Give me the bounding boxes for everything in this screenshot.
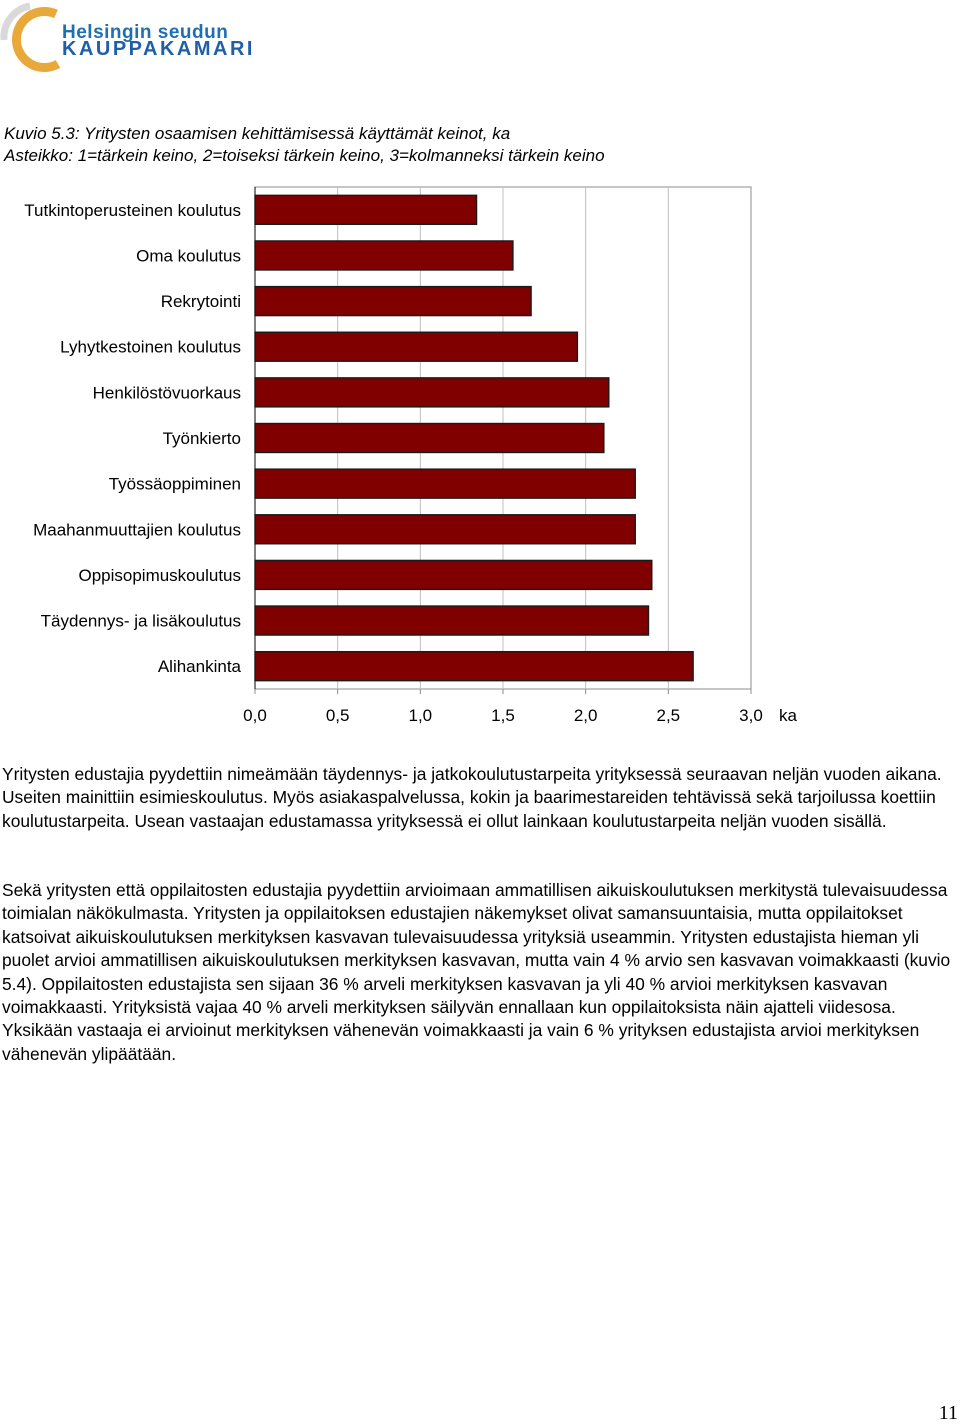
figure-scale-note: Asteikko: 1=tärkein keino, 2=toiseksi tä…: [4, 146, 605, 165]
figure-caption: Kuvio 5.3: Yritysten osaamisen kehittämi…: [4, 124, 511, 143]
category-label: Maahanmuuttajien koulutus: [33, 520, 241, 539]
logo-line-1: Helsingin seudun: [62, 22, 229, 43]
bar: [254, 194, 478, 226]
body-paragraph-1: Yritysten edustajia pyydettiin nimeämään…: [2, 764, 942, 831]
bar: [254, 514, 636, 545]
x-tick-label: 1,0: [409, 706, 433, 725]
x-tick-label: 3,0: [739, 706, 763, 725]
bar: [254, 422, 605, 454]
logo-ring-icon: [0, 2, 61, 72]
bar: [254, 605, 650, 636]
x-tick-label: 0,5: [326, 706, 350, 725]
logo-line-2: KAUPPAKAMARI: [62, 38, 255, 60]
bar: [254, 377, 610, 408]
bar-chart: 0,0 0,5 1,0 1,5 2,0 2,5 3,0 ka Tutkintoperustein…: [24, 186, 798, 725]
category-label: Oppisopimuskoulutus: [78, 566, 241, 585]
x-tick-label: 1,5: [491, 706, 515, 725]
page-number: 11: [938, 1402, 958, 1424]
bar: [254, 468, 636, 499]
bar: [254, 559, 653, 591]
category-label: Alihankinta: [158, 657, 242, 676]
bar: [254, 240, 514, 271]
category-label: Oma koulutus: [136, 246, 241, 265]
category-label: Työssäoppiminen: [109, 475, 241, 494]
x-tick-label: 2,0: [574, 706, 598, 725]
category-label: Henkilöstövuorkaus: [93, 383, 241, 402]
x-tick-label: 0,0: [243, 706, 267, 725]
bar: [254, 650, 694, 682]
category-label: Täydennys- ja lisäkoulutus: [41, 612, 241, 631]
category-label: Rekrytointi: [161, 292, 241, 311]
category-label: Lyhytkestoinen koulutus: [60, 338, 241, 357]
body-paragraph-2: Sekä yritysten että oppilaitosten edusta…: [2, 880, 951, 1064]
x-unit-label: ka: [779, 706, 798, 725]
category-label: Työnkierto: [163, 429, 241, 448]
bar: [254, 331, 579, 362]
x-tick-label: 2,5: [657, 706, 681, 725]
bar: [254, 285, 532, 317]
category-label: Tutkintoperusteinen koulutus: [24, 201, 241, 220]
chamber-logo: Helsingin seudun KAUPPAKAMARI: [0, 0, 260, 80]
